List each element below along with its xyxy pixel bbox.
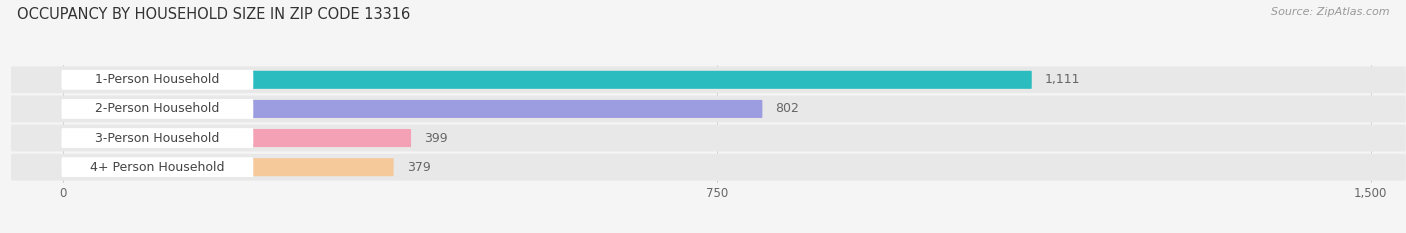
Text: 2-Person Household: 2-Person Household [96,103,219,115]
Text: 1-Person Household: 1-Person Household [96,73,219,86]
Text: 3-Person Household: 3-Person Household [96,132,219,144]
FancyBboxPatch shape [11,125,1406,151]
FancyBboxPatch shape [63,129,411,147]
FancyBboxPatch shape [62,99,253,119]
Text: Source: ZipAtlas.com: Source: ZipAtlas.com [1271,7,1389,17]
FancyBboxPatch shape [62,157,253,177]
FancyBboxPatch shape [62,128,253,148]
Text: 1,111: 1,111 [1045,73,1080,86]
Text: 4+ Person Household: 4+ Person Household [90,161,225,174]
Text: 379: 379 [406,161,430,174]
FancyBboxPatch shape [11,66,1406,93]
FancyBboxPatch shape [63,100,762,118]
FancyBboxPatch shape [63,71,1032,89]
FancyBboxPatch shape [62,70,253,90]
Text: 802: 802 [776,103,800,115]
FancyBboxPatch shape [63,158,394,176]
Text: OCCUPANCY BY HOUSEHOLD SIZE IN ZIP CODE 13316: OCCUPANCY BY HOUSEHOLD SIZE IN ZIP CODE … [17,7,411,22]
FancyBboxPatch shape [11,154,1406,181]
FancyBboxPatch shape [11,96,1406,122]
Text: 399: 399 [425,132,447,144]
